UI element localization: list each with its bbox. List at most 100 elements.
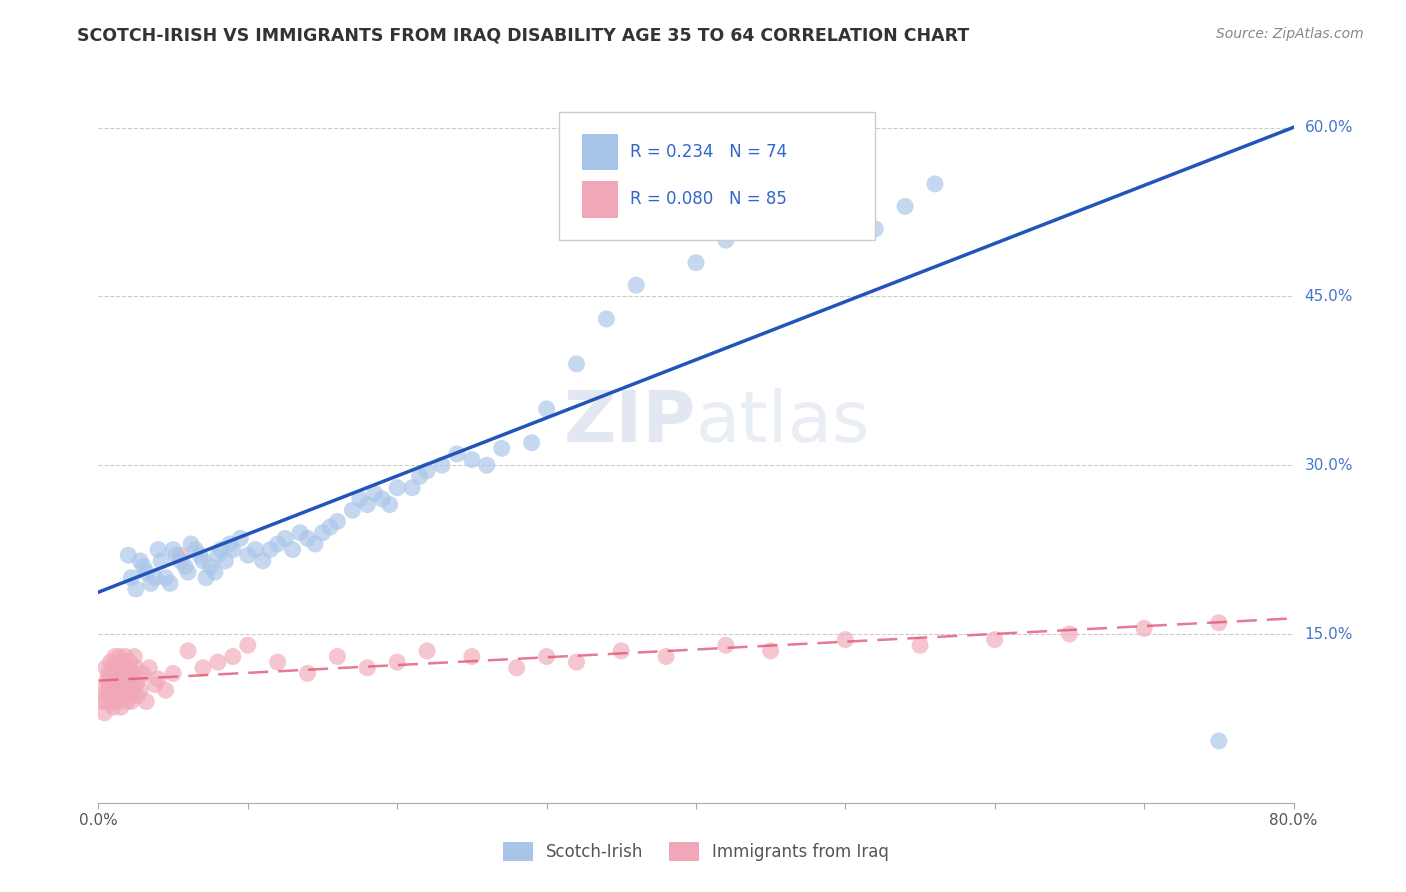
Point (132, 666, 155, 681)
Point (110, 683, 132, 698)
Point (121, 683, 143, 698)
Point (135, 565, 157, 579)
Point (311, 525, 333, 540)
Point (148, 672, 170, 686)
Point (150, 554, 173, 568)
Point (107, 661, 129, 675)
Point (349, 491, 371, 506)
Point (222, 649, 245, 664)
Text: 30.0%: 30.0% (1305, 458, 1353, 473)
Point (120, 571, 142, 585)
Point (1208, 615, 1230, 630)
Point (207, 548, 229, 562)
Point (148, 542, 170, 557)
Point (132, 559, 155, 574)
Point (364, 486, 387, 500)
Text: Source: ZipAtlas.com: Source: ZipAtlas.com (1216, 27, 1364, 41)
Point (430, 458, 453, 473)
Point (112, 666, 135, 681)
Point (745, 211, 768, 225)
Point (115, 694, 138, 708)
Point (219, 537, 242, 551)
Point (103, 700, 125, 714)
Point (267, 537, 290, 551)
Point (117, 661, 139, 675)
Text: atlas: atlas (696, 388, 870, 457)
Point (259, 542, 281, 557)
Point (93, 706, 115, 720)
Point (461, 452, 484, 467)
Point (124, 649, 146, 664)
Point (155, 571, 177, 585)
Point (138, 661, 160, 675)
Point (1208, 734, 1230, 748)
Point (1059, 627, 1081, 641)
Point (174, 559, 197, 574)
Point (356, 498, 378, 512)
Point (159, 576, 181, 591)
Point (908, 638, 931, 652)
Point (129, 683, 152, 698)
Point (461, 649, 484, 664)
Point (834, 211, 856, 225)
Point (385, 655, 409, 669)
Point (475, 458, 498, 473)
Point (135, 694, 157, 708)
Point (288, 525, 311, 540)
Point (204, 565, 226, 579)
Point (595, 312, 617, 326)
FancyBboxPatch shape (582, 134, 619, 170)
Point (274, 532, 297, 546)
Point (252, 554, 274, 568)
Point (110, 661, 132, 675)
Point (834, 632, 856, 647)
Point (865, 222, 887, 236)
Point (104, 649, 127, 664)
Point (714, 233, 737, 247)
Point (342, 503, 364, 517)
Point (385, 481, 409, 495)
Point (924, 177, 946, 191)
Point (297, 532, 319, 546)
Point (214, 554, 236, 568)
Point (105, 666, 128, 681)
Text: 15.0%: 15.0% (1305, 626, 1353, 641)
Point (96, 672, 118, 686)
Point (115, 672, 138, 686)
Point (565, 357, 588, 371)
Point (128, 672, 150, 686)
Point (94, 661, 117, 675)
Point (117, 678, 139, 692)
Text: R = 0.080   N = 85: R = 0.080 N = 85 (630, 190, 787, 209)
Point (114, 649, 136, 664)
Text: SCOTCH-IRISH VS IMMIGRANTS FROM IRAQ DISABILITY AGE 35 TO 64 CORRELATION CHART: SCOTCH-IRISH VS IMMIGRANTS FROM IRAQ DIS… (77, 27, 970, 45)
Point (195, 571, 218, 585)
Point (177, 565, 200, 579)
Point (536, 401, 558, 416)
Point (416, 644, 439, 658)
Point (103, 661, 125, 675)
Point (165, 548, 187, 562)
Point (105, 683, 128, 698)
Point (184, 542, 207, 557)
Point (112, 689, 135, 703)
Point (97, 678, 120, 692)
Point (297, 666, 319, 681)
Point (169, 554, 191, 568)
Point (120, 694, 142, 708)
Point (236, 638, 259, 652)
Point (97, 666, 120, 681)
Point (111, 678, 134, 692)
Point (98, 694, 122, 708)
Point (378, 498, 401, 512)
Point (304, 537, 326, 551)
Point (245, 542, 267, 557)
Point (143, 571, 166, 585)
Point (200, 559, 222, 574)
Point (191, 661, 214, 675)
Point (984, 632, 1007, 647)
Point (685, 255, 707, 269)
Point (371, 491, 394, 506)
Text: R = 0.234   N = 74: R = 0.234 N = 74 (630, 143, 787, 161)
Point (408, 469, 430, 483)
